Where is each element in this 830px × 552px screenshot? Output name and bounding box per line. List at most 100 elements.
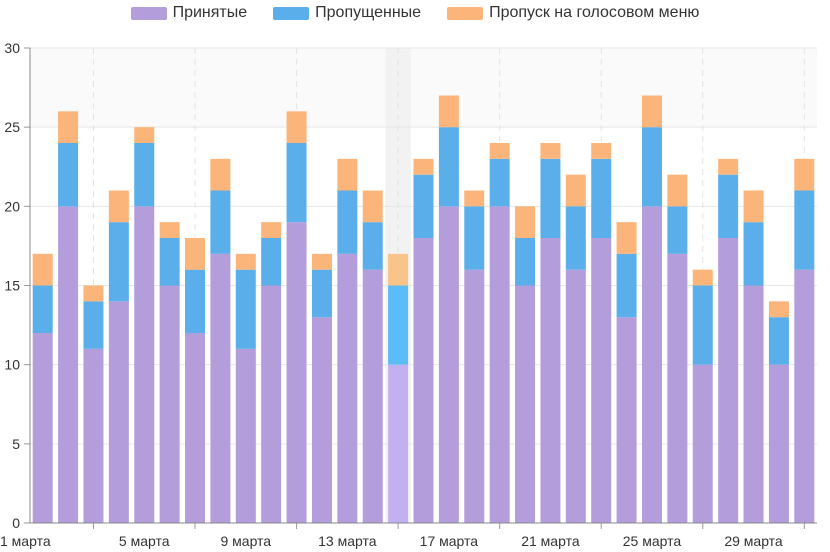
x-tick-label: 5 марта bbox=[119, 533, 170, 549]
bar-segment bbox=[540, 158, 561, 238]
bar-segment bbox=[108, 222, 129, 302]
x-tick-label: 25 марта bbox=[623, 533, 682, 549]
bar-segment bbox=[159, 285, 180, 523]
bar-segment bbox=[794, 190, 815, 270]
legend-item[interactable]: Пропущенные bbox=[273, 4, 421, 22]
bar-segment bbox=[108, 301, 129, 523]
bar-segment bbox=[743, 190, 764, 223]
bar-segment bbox=[235, 269, 256, 349]
bar-segment bbox=[83, 285, 104, 302]
bar-segment bbox=[134, 206, 155, 524]
bar-segment bbox=[591, 143, 612, 159]
bar-segment bbox=[718, 238, 739, 523]
y-tick-label: 0 bbox=[12, 515, 20, 531]
bar-segment bbox=[286, 222, 307, 523]
bar-segment bbox=[261, 222, 282, 238]
legend-swatch bbox=[130, 6, 167, 20]
bar-segment bbox=[540, 143, 561, 159]
x-tick-label: 13 марта bbox=[318, 533, 377, 549]
x-tick-label: 21 марта bbox=[521, 533, 580, 549]
x-tick-label: 1 марта bbox=[0, 533, 51, 549]
legend-label: Принятые bbox=[172, 4, 248, 21]
bar-segment bbox=[464, 269, 485, 523]
y-tick-label: 30 bbox=[4, 40, 20, 56]
bar-segment bbox=[591, 158, 612, 238]
bar-segment bbox=[235, 253, 256, 270]
legend-item[interactable]: Пропуск на голосовом меню bbox=[447, 4, 699, 22]
y-tick-label: 5 bbox=[12, 436, 20, 452]
bar-segment bbox=[641, 95, 662, 128]
bar-segment bbox=[210, 158, 231, 191]
bar-segment bbox=[641, 206, 662, 524]
legend: Принятые Пропущенные Пропуск на голосовом … bbox=[0, 4, 830, 22]
bar-segment bbox=[159, 222, 180, 238]
bar-segment bbox=[692, 285, 713, 365]
bar-segment bbox=[337, 190, 358, 254]
bar-segment bbox=[565, 269, 586, 523]
bar-segment bbox=[286, 143, 307, 223]
bar-segment bbox=[616, 253, 637, 318]
bar-segment bbox=[641, 127, 662, 207]
bar-segment bbox=[58, 111, 79, 143]
bar-segment bbox=[515, 206, 536, 238]
bar-segment bbox=[185, 333, 206, 523]
x-tick-label: 29 марта bbox=[724, 533, 783, 549]
bar-segment bbox=[388, 364, 409, 523]
bar-segment bbox=[83, 301, 104, 349]
bar-segment bbox=[438, 127, 459, 207]
legend-swatch bbox=[447, 6, 484, 20]
x-tick-label: 17 марта bbox=[420, 533, 479, 549]
bar-segment bbox=[413, 158, 434, 175]
bar-segment bbox=[464, 206, 485, 270]
bar-segment bbox=[210, 253, 231, 524]
bar-segment bbox=[540, 238, 561, 523]
bar-segment bbox=[108, 190, 129, 223]
bar-segment bbox=[489, 158, 510, 207]
bar-segment bbox=[362, 222, 383, 270]
bar-segment bbox=[185, 238, 206, 270]
bar-segment bbox=[32, 333, 53, 523]
bar-segment bbox=[794, 158, 815, 191]
legend-item[interactable]: Принятые bbox=[130, 4, 248, 22]
bar-segment bbox=[565, 206, 586, 270]
bar-segment bbox=[616, 317, 637, 523]
legend-label: Пропуск на голосовом меню bbox=[489, 4, 700, 21]
y-tick-label: 15 bbox=[4, 278, 20, 294]
bar-segment bbox=[413, 238, 434, 523]
bar-segment bbox=[692, 364, 713, 523]
bar-segment bbox=[718, 158, 739, 175]
bar-segment bbox=[134, 127, 155, 143]
bar-segment bbox=[83, 348, 104, 523]
y-tick-label: 20 bbox=[4, 198, 20, 214]
bar-segment bbox=[515, 238, 536, 286]
bar-segment bbox=[311, 269, 332, 318]
bar-segment bbox=[134, 143, 155, 207]
y-tick-label: 25 bbox=[4, 119, 20, 135]
bar-segment bbox=[286, 111, 307, 143]
bar-segment bbox=[768, 364, 789, 523]
bar-segment bbox=[591, 238, 612, 523]
plot-top-band bbox=[30, 48, 817, 128]
bar-segment bbox=[515, 285, 536, 523]
bar-segment bbox=[32, 285, 53, 333]
bar-segment bbox=[438, 95, 459, 128]
bar-segment bbox=[388, 253, 409, 286]
bar-segment bbox=[185, 269, 206, 333]
bar-segment bbox=[489, 206, 510, 524]
bar-segment bbox=[768, 317, 789, 365]
x-tick-label: 9 марта bbox=[220, 533, 271, 549]
bar-segment bbox=[718, 174, 739, 238]
bar-segment bbox=[768, 301, 789, 318]
bar-segment bbox=[743, 285, 764, 523]
bar-segment bbox=[743, 222, 764, 286]
bar-segment bbox=[235, 348, 256, 523]
bar-segment bbox=[261, 285, 282, 523]
bar-segment bbox=[210, 190, 231, 254]
y-tick-label: 10 bbox=[4, 357, 20, 373]
bar-segment bbox=[337, 253, 358, 524]
bar-segment bbox=[159, 238, 180, 286]
bar-segment bbox=[388, 285, 409, 365]
bar-segment bbox=[311, 317, 332, 523]
bar-segment bbox=[311, 253, 332, 270]
